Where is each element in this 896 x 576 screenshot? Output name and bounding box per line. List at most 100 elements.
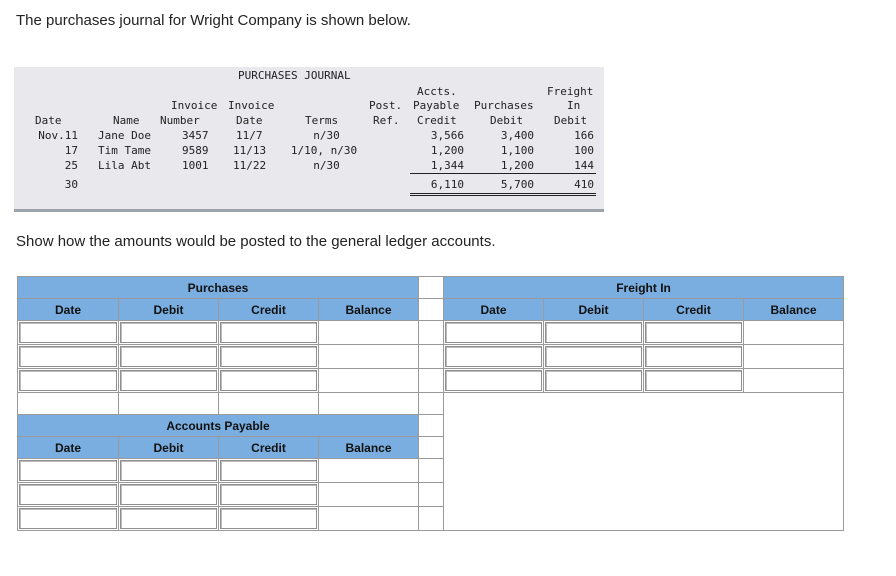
- purchases-date-input[interactable]: [17, 344, 119, 369]
- row-inv-date: 11/13: [233, 144, 267, 157]
- ap-credit-input[interactable]: [218, 482, 319, 507]
- purchases-col-balance: Balance: [317, 298, 420, 321]
- ap-balance-cell: [317, 506, 420, 531]
- ap-date-input[interactable]: [17, 458, 119, 483]
- ap-debit-input[interactable]: [118, 482, 219, 507]
- purchases-account-title: Purchases: [16, 276, 420, 299]
- purchases-debit-input[interactable]: [118, 320, 219, 345]
- purchases-journal: PURCHASES JOURNAL Accts. Freight Invoice…: [14, 67, 604, 212]
- ap-col-debit: Debit: [118, 436, 219, 459]
- purchases-credit-input[interactable]: [218, 344, 319, 369]
- row-terms: n/30: [313, 129, 340, 142]
- header-accts: Accts.: [417, 85, 457, 98]
- freight-in-account-title: Freight In: [443, 276, 845, 299]
- purchases-col-debit: Debit: [118, 298, 219, 321]
- freight-debit-input[interactable]: [543, 344, 645, 369]
- row-number: 3457: [182, 129, 209, 142]
- header-name: Name: [113, 114, 140, 127]
- header-debit: Debit: [490, 114, 524, 127]
- row-number: 1001: [182, 159, 209, 172]
- ap-credit-input[interactable]: [218, 506, 319, 531]
- freight-credit-input[interactable]: [643, 344, 745, 369]
- freight-date-input[interactable]: [443, 320, 545, 345]
- instruction-text: Show how the amounts would be posted to …: [16, 233, 496, 250]
- total-purchases-debit: 5,700: [500, 178, 534, 191]
- total-underline: [410, 173, 596, 174]
- row-terms: 1/10, n/30: [290, 144, 358, 157]
- header-in: In: [567, 99, 581, 112]
- purchases-date-input[interactable]: [17, 368, 119, 393]
- freight-balance-cell: [743, 344, 845, 369]
- freight-col-debit: Debit: [543, 298, 645, 321]
- freight-date-input[interactable]: [443, 344, 545, 369]
- header-post: Post.: [369, 99, 403, 112]
- purchases-balance-cell: [317, 320, 420, 345]
- freight-debit-input[interactable]: [543, 320, 645, 345]
- total-date: 30: [64, 178, 78, 191]
- ap-date-input[interactable]: [17, 506, 119, 531]
- purchases-debit-input[interactable]: [118, 368, 219, 393]
- purchases-credit-input[interactable]: [218, 320, 319, 345]
- row-name: Lila Abt: [98, 159, 151, 172]
- header-debit-2: Debit: [554, 114, 588, 127]
- freight-date-input[interactable]: [443, 368, 545, 393]
- ap-col-credit: Credit: [218, 436, 319, 459]
- purchases-col-date: Date: [17, 298, 119, 321]
- empty-area: [443, 392, 845, 531]
- row-inv-date: 11/22: [233, 159, 267, 172]
- header-credit: Credit: [417, 114, 457, 127]
- header-purchases: Purchases: [474, 99, 534, 112]
- purchases-debit-input[interactable]: [118, 344, 219, 369]
- purchases-balance-cell: [317, 368, 420, 393]
- purchases-balance-cell: [317, 344, 420, 369]
- ap-balance-cell: [317, 458, 420, 483]
- row-purchases-debit: 3,400: [500, 129, 534, 142]
- total-double-underline: [410, 193, 596, 196]
- row-ap-credit: 3,566: [430, 129, 464, 142]
- purchases-col-credit: Credit: [218, 298, 319, 321]
- row-freight-debit: 166: [574, 129, 594, 142]
- journal-title: PURCHASES JOURNAL: [238, 69, 351, 82]
- freight-debit-input[interactable]: [543, 368, 645, 393]
- row-terms: n/30: [313, 159, 340, 172]
- total-ap-credit: 6,110: [430, 178, 464, 191]
- purchases-date-input[interactable]: [17, 320, 119, 345]
- header-inv-date: Date: [236, 114, 263, 127]
- ap-debit-input[interactable]: [118, 506, 219, 531]
- ap-balance-cell: [317, 482, 420, 507]
- ap-credit-input[interactable]: [218, 458, 319, 483]
- row-date: 17: [64, 144, 78, 157]
- total-freight-debit: 410: [574, 178, 594, 191]
- row-name: Jane Doe: [98, 129, 151, 142]
- freight-col-balance: Balance: [743, 298, 845, 321]
- header-invoice-1: Invoice: [171, 99, 218, 112]
- intro-text: The purchases journal for Wright Company…: [16, 12, 411, 29]
- ap-col-date: Date: [17, 436, 119, 459]
- purchases-credit-input[interactable]: [218, 368, 319, 393]
- header-ref: Ref.: [373, 114, 400, 127]
- row-purchases-debit: 1,100: [500, 144, 534, 157]
- row-number: 9589: [182, 144, 209, 157]
- row-freight-debit: 100: [574, 144, 594, 157]
- row-ap-credit: 1,344: [430, 159, 464, 172]
- freight-balance-cell: [743, 368, 845, 393]
- header-terms: Terms: [305, 114, 339, 127]
- freight-col-date: Date: [443, 298, 545, 321]
- row-date: 25: [64, 159, 78, 172]
- freight-credit-input[interactable]: [643, 368, 745, 393]
- freight-credit-input[interactable]: [643, 320, 745, 345]
- row-purchases-debit: 1,200: [500, 159, 534, 172]
- row-freight-debit: 144: [574, 159, 594, 172]
- header-payable: Payable: [413, 99, 460, 112]
- row-name: Tim Tame: [98, 144, 151, 157]
- header-date: Date: [35, 114, 62, 127]
- accounts-payable-title: Accounts Payable: [16, 414, 420, 437]
- header-invoice-2: Invoice: [228, 99, 275, 112]
- ap-debit-input[interactable]: [118, 458, 219, 483]
- row-inv-date: 11/7: [236, 129, 263, 142]
- freight-col-credit: Credit: [643, 298, 745, 321]
- general-ledger-grid: Purchases Freight In Date Debit Credit B…: [16, 276, 845, 531]
- ap-date-input[interactable]: [17, 482, 119, 507]
- header-freight: Freight: [547, 85, 594, 98]
- ap-col-balance: Balance: [317, 436, 420, 459]
